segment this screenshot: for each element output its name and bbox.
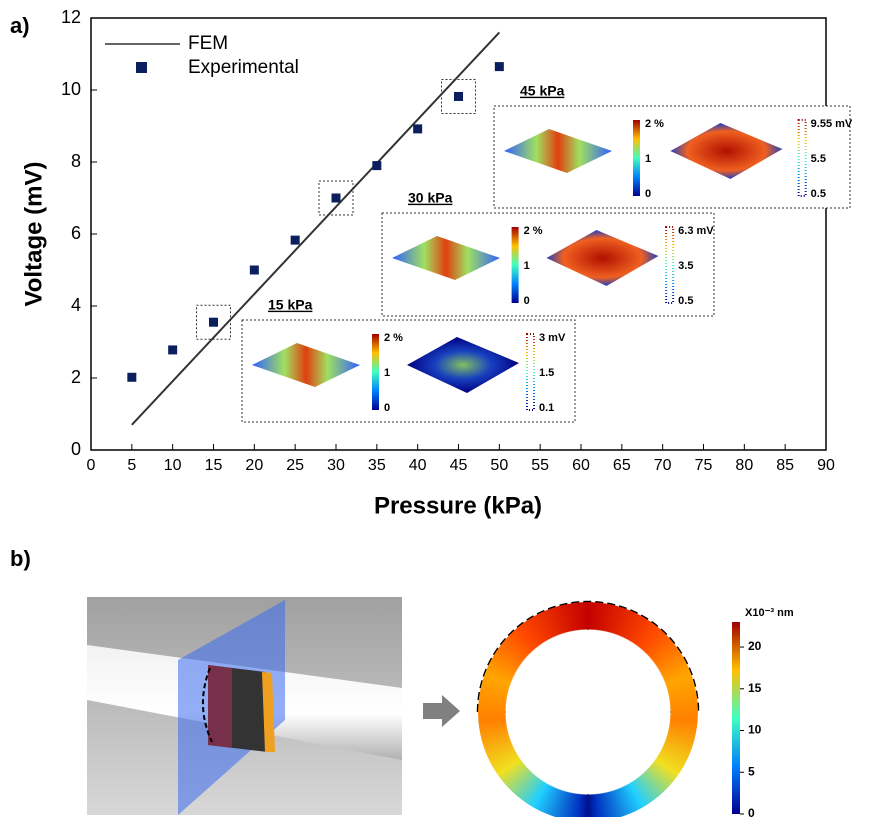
inset-title: 45 kPa [520,83,565,99]
colorbar-tick-label: 15 [748,681,762,695]
voltage-label: 3 mV [539,332,566,344]
x-tick-label: 5 [127,457,136,474]
y-tick-label: 6 [71,223,81,243]
voltage-label: 6.3 mV [678,225,714,237]
y-tick-label: 12 [61,7,81,27]
legend-swatch [136,62,147,73]
y-tick-label: 0 [71,439,81,459]
voltage-label: 0.5 [811,188,826,200]
y-tick-label: 4 [71,295,81,315]
y-tick-label: 2 [71,367,81,387]
arrow [423,695,460,727]
x-tick-label: 90 [817,457,835,474]
panel-label: b) [10,546,31,571]
voltage-colorbar [526,333,535,411]
y-axis-label: Voltage (mV) [20,162,47,307]
voltage-label: 3.5 [678,260,693,272]
x-tick-label: 30 [327,457,345,474]
x-tick-label: 35 [368,457,386,474]
strain-surface [504,129,612,173]
strain-surface [252,343,360,387]
data-point [454,91,463,101]
y-tick-label: 8 [71,151,81,171]
data-point [168,345,178,355]
data-point [331,193,341,203]
voltage-surface [546,230,659,286]
x-tick-label: 80 [735,457,753,474]
strain-label: 2 % [645,118,664,130]
x-tick-label: 50 [490,457,508,474]
data-point [127,372,137,382]
voltage-label: 0.5 [678,295,693,307]
x-tick-label: 20 [245,457,263,474]
strain-colorbar [511,227,519,303]
voltage-label: 5.5 [811,153,826,165]
x-tick-label: 40 [409,457,427,474]
x-tick-label: 60 [572,457,590,474]
strain-label: 1 [645,153,651,165]
data-point [413,124,423,134]
insets: 15 kPa 2 % 1 0 3 mV 1.5 0.1 30 kPa 2 % 1 0 6.3 mV 3.… [241,83,853,423]
displacement-ring [478,602,698,817]
inset-title: 30 kPa [408,190,453,206]
strain-label: 2 % [524,225,543,237]
strain-label: 0 [384,402,390,414]
colorbar-tick-label: 5 [748,764,755,778]
inset-box [381,212,715,317]
voltage-label: 1.5 [539,367,554,379]
x-tick-label: 25 [286,457,304,474]
x-tick-label: 0 [87,457,96,474]
x-tick-label: 75 [695,457,713,474]
voltage-colorbar [797,119,807,197]
highlight-box [318,180,354,216]
x-tick-label: 85 [776,457,794,474]
strain-colorbar [632,120,640,196]
x-tick-label: 10 [164,457,182,474]
fem-line [131,31,501,426]
strain-label: 1 [524,260,530,272]
x-tick-label: 55 [531,457,549,474]
voltage-label: 9.55 mV [811,118,853,130]
voltage-colorbar [665,226,675,304]
x-tick-label: 70 [654,457,672,474]
data-point [494,62,504,72]
data-point [372,161,382,171]
strain-label: 1 [384,367,390,379]
data-point [249,265,259,275]
y-tick-label: 10 [61,79,81,99]
highlight-box [196,304,231,340]
colorbar-tick-label: 10 [748,723,762,737]
strain-label: 0 [645,188,651,200]
strain-label: 0 [524,295,530,307]
colorbar-tick-label: 20 [748,639,762,653]
voltage-surface [670,123,783,179]
data-point [290,235,300,245]
x-tick-label: 65 [613,457,631,474]
colorbar-title: X10⁻³ nm [745,607,794,619]
data-point [209,317,218,327]
colorbar-tick-label: 0 [748,806,755,817]
strain-surface [392,236,500,280]
voltage-surface [407,337,519,393]
legend-label: Experimental [188,57,299,78]
highlight-box [441,78,476,114]
voltage-label: 0.1 [539,402,554,414]
pipe-illustration [87,597,402,815]
strain-colorbar [372,334,379,410]
legend-label: FEM [188,33,228,54]
colorbar [732,622,740,814]
inset-title: 15 kPa [268,297,313,313]
x-tick-label: 15 [205,457,223,474]
strain-label: 2 % [384,332,403,344]
x-axis-label: Pressure (kPa) [374,492,542,519]
panel-label: a) [10,13,30,38]
x-tick-label: 45 [450,457,468,474]
